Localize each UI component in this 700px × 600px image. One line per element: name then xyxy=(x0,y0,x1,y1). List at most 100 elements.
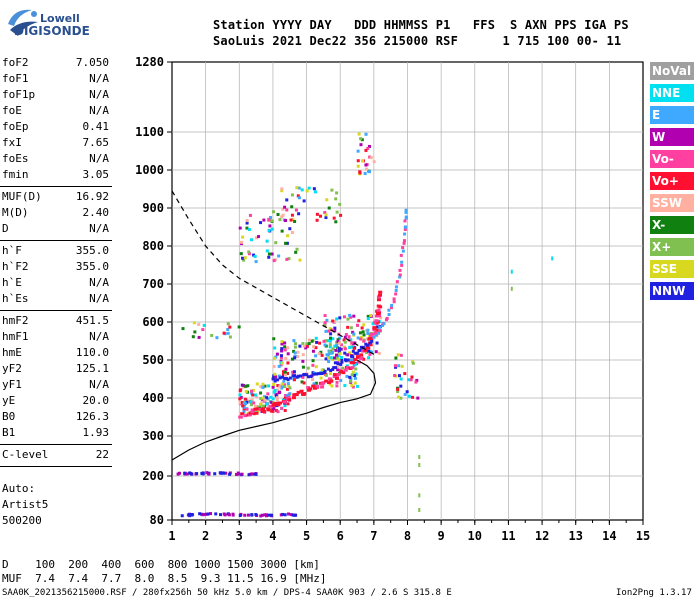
echo-point xyxy=(377,314,382,318)
echo-point xyxy=(244,390,248,394)
echo-point xyxy=(241,235,245,239)
echo-point xyxy=(270,219,274,223)
echo-point xyxy=(271,377,275,381)
y-tick-label: 400 xyxy=(142,391,164,405)
y-tick-label: 600 xyxy=(142,315,164,329)
echo-point xyxy=(244,384,248,388)
echo-point xyxy=(219,513,223,517)
echo-point xyxy=(228,325,232,329)
param-row-hf2: h`F2 355.0 xyxy=(2,260,109,278)
echo-point xyxy=(276,212,280,216)
echo-point xyxy=(296,374,300,378)
param-row-clevel: C-level 22 xyxy=(2,448,109,466)
param-name: M(D) xyxy=(2,206,29,219)
param-name: yF1 xyxy=(2,378,22,391)
param-row-hme: hmE 110.0 xyxy=(2,346,109,364)
echo-point xyxy=(336,338,340,342)
echo-point xyxy=(236,471,240,475)
echo-point xyxy=(254,411,259,415)
echo-point xyxy=(250,410,255,414)
echo-point xyxy=(353,351,357,355)
echo-point xyxy=(342,338,346,342)
autoscale-version: 500200 xyxy=(2,514,42,527)
echo-point xyxy=(192,321,196,325)
echo-point xyxy=(245,407,249,411)
echo-point xyxy=(243,414,248,418)
legend-sse: SSE xyxy=(650,260,694,278)
echo-point xyxy=(314,336,318,340)
param-separator xyxy=(0,310,112,311)
echo-point xyxy=(347,335,351,339)
echo-point xyxy=(210,333,214,337)
echo-point xyxy=(292,378,296,382)
echo-point xyxy=(294,342,298,346)
param-value: 16.92 xyxy=(75,190,109,203)
echo-point xyxy=(356,336,360,340)
echo-point xyxy=(337,350,341,354)
param-value: 1.93 xyxy=(82,426,110,439)
echo-point xyxy=(245,400,249,404)
param-row-d: D N/A xyxy=(2,222,109,240)
echo-point xyxy=(327,356,331,360)
echo-point xyxy=(403,372,407,376)
echo-point xyxy=(259,397,263,401)
echo-point xyxy=(348,351,352,355)
echo-point xyxy=(370,350,374,354)
echo-point xyxy=(269,216,273,220)
echo-point xyxy=(277,374,281,378)
echo-point xyxy=(359,353,364,357)
echo-point xyxy=(253,393,257,397)
echo-point xyxy=(324,213,328,217)
echo-point xyxy=(359,337,363,341)
echo-point xyxy=(394,288,398,292)
echo-point xyxy=(331,319,335,323)
param-name: foEp xyxy=(2,120,29,133)
echo-point xyxy=(330,188,334,192)
echo-point xyxy=(416,396,420,400)
echo-point xyxy=(368,343,373,347)
echo-point xyxy=(240,240,244,244)
echo-point xyxy=(343,384,347,388)
param-name: h`F2 xyxy=(2,260,29,273)
param-value: 110.0 xyxy=(75,346,109,359)
echo-point xyxy=(284,393,288,397)
echo-point xyxy=(280,340,284,344)
echo-point xyxy=(294,393,299,397)
echo-point xyxy=(274,392,278,396)
echo-point xyxy=(374,328,379,332)
echo-point xyxy=(356,164,360,168)
echo-point xyxy=(328,382,332,386)
echo-point xyxy=(333,329,337,333)
echo-point xyxy=(353,381,357,385)
echo-point xyxy=(280,342,284,346)
echo-point xyxy=(361,330,365,334)
echo-point xyxy=(259,221,263,225)
echo-point xyxy=(221,471,225,475)
echo-point xyxy=(309,374,313,378)
y-tick-label: 80 xyxy=(150,513,164,527)
param-value: 0.41 xyxy=(82,120,110,133)
echo-point xyxy=(238,226,242,230)
echo-point xyxy=(399,396,403,400)
echo-point xyxy=(254,513,258,517)
echo-point xyxy=(272,259,276,263)
x-tick-label: 5 xyxy=(303,529,310,543)
echo-point xyxy=(375,341,379,345)
echo-point xyxy=(350,345,354,349)
echo-point xyxy=(238,415,243,419)
echo-point xyxy=(324,216,328,220)
echo-point xyxy=(287,398,292,402)
echo-point xyxy=(351,370,355,374)
echo-point xyxy=(348,346,352,350)
echo-point xyxy=(346,325,350,329)
echo-point xyxy=(320,368,324,372)
echo-point xyxy=(372,160,376,164)
x-tick-label: 14 xyxy=(602,529,616,543)
echo-point xyxy=(300,380,304,384)
echo-point xyxy=(343,345,347,349)
echo-point xyxy=(282,379,286,383)
echo-point xyxy=(286,394,290,398)
echo-point xyxy=(276,392,280,396)
param-row-hes: h`Es N/A xyxy=(2,292,109,310)
echo-point xyxy=(328,345,332,349)
